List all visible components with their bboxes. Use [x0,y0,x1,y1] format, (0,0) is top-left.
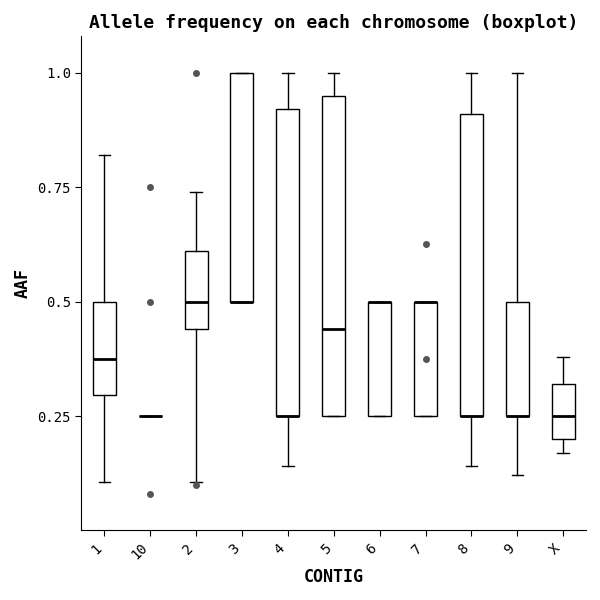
PathPatch shape [322,96,345,416]
X-axis label: CONTIG: CONTIG [304,568,364,586]
Y-axis label: AAF: AAF [14,268,32,298]
PathPatch shape [93,302,116,395]
PathPatch shape [460,114,483,416]
PathPatch shape [185,251,208,329]
PathPatch shape [368,302,391,416]
PathPatch shape [277,109,299,416]
PathPatch shape [230,73,253,302]
Title: Allele frequency on each chromosome (boxplot): Allele frequency on each chromosome (box… [89,14,578,32]
PathPatch shape [551,384,575,439]
PathPatch shape [414,302,437,416]
PathPatch shape [506,302,529,416]
